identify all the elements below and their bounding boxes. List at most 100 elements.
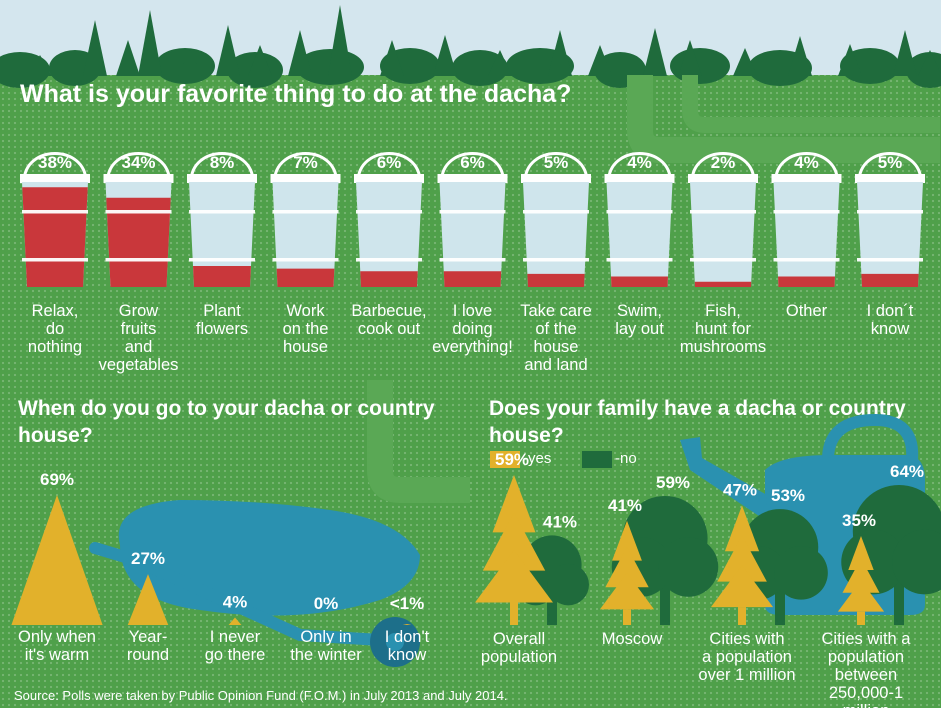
- tree-yes-3: 47%: [710, 481, 774, 625]
- bucket-fill-bar: [360, 271, 418, 287]
- tree-yes-value-label: 35%: [842, 511, 876, 530]
- triangle-value-label: 4%: [223, 592, 248, 611]
- tree-no-value-label: 64%: [890, 462, 924, 481]
- bucket-band: [22, 258, 88, 262]
- source-note: Source: Polls were taken by Public Opini…: [14, 688, 508, 703]
- bucket-5: 6%: [354, 152, 424, 287]
- bucket-rim: [354, 174, 424, 183]
- tree-yes-value-label: 47%: [723, 481, 757, 500]
- bucket-value-label: 4%: [627, 153, 652, 172]
- bucket-rim: [103, 174, 174, 183]
- watering-can-handle: [822, 413, 919, 461]
- bucket-7: 5%: [521, 152, 591, 287]
- triangle-group-1: 69%: [11, 470, 103, 625]
- triangle-group-2: 27%: [127, 549, 169, 625]
- tree-trunk: [857, 611, 865, 625]
- legend-swatch-yes: [490, 450, 520, 468]
- bucket-handle: [356, 152, 422, 183]
- frequency-category-label: Only in the winter: [290, 628, 362, 664]
- bucket-handle: [523, 152, 589, 183]
- tree-tier: [599, 572, 655, 610]
- tree-no-value-label: 41%: [543, 512, 577, 531]
- ownership-category-label: Cities with a population between 250,000-1 …: [821, 630, 911, 708]
- bucket-category-label: I don´t know: [866, 302, 914, 338]
- tree-crown: [547, 563, 589, 606]
- bucket-handle: [774, 152, 839, 183]
- bucket-value-label: 6%: [460, 153, 485, 172]
- bucket-handle: [273, 152, 338, 183]
- bucket-value-label: 38%: [38, 153, 72, 172]
- tree-yes-4: 35%: [837, 511, 885, 625]
- bucket-11: 5%: [855, 152, 925, 287]
- bucket-fill-bar: [778, 276, 835, 287]
- bucket-rim: [688, 174, 758, 183]
- legend-label-no: -no: [615, 450, 637, 467]
- bucket-value-label: 5%: [878, 153, 903, 172]
- triangle-value-label: 0%: [314, 594, 339, 613]
- watering-can-spout: [680, 437, 767, 520]
- legend-item-yes: -yes: [490, 450, 551, 468]
- bucket-4: 7%: [270, 152, 341, 287]
- bucket-1: 38%: [20, 152, 90, 287]
- bucket-category-label: I love doing everything!: [432, 302, 513, 356]
- bucket-band: [606, 258, 673, 262]
- bucket-2: 34%: [103, 152, 174, 287]
- bucket-rim: [270, 174, 341, 183]
- triangle-bar: [228, 617, 242, 625]
- frequency-category-label: Only when it's warm: [18, 628, 96, 664]
- frequency-category-label: I never go there: [204, 628, 266, 664]
- tree-trunk: [660, 579, 670, 625]
- triangle-value-label: 27%: [131, 549, 165, 568]
- bucket-rim: [521, 174, 591, 183]
- tree-yes-value-label: 59%: [495, 450, 529, 469]
- tree-yes-1: 59%: [475, 450, 553, 625]
- tree-tier: [475, 550, 553, 603]
- bucket-10: 4%: [771, 152, 842, 287]
- ownership-category-label: Moscow: [601, 630, 663, 648]
- bucket-band: [439, 210, 506, 214]
- tree-tier: [837, 580, 885, 612]
- tree-tier: [492, 475, 536, 533]
- bucket-value-label: 34%: [121, 153, 155, 172]
- bucket-fill-bar: [861, 273, 919, 287]
- bucket-9: 2%: [688, 152, 758, 287]
- bucket-band: [189, 258, 255, 262]
- bucket-category-label: Other: [785, 302, 828, 320]
- bucket-category-label: Take care of the house and land: [520, 302, 592, 374]
- triangle-value-label: 69%: [40, 470, 74, 489]
- bucket-rim: [771, 174, 842, 183]
- tree-no-3: 53%: [732, 486, 828, 625]
- bucket-band: [356, 258, 422, 262]
- bucket-3: 8%: [187, 152, 257, 287]
- bucket-fill-bar: [694, 281, 752, 287]
- bucket-band: [22, 210, 88, 214]
- chart-title-frequency: When do you go to your dacha or country …: [18, 397, 435, 447]
- bucket-band: [272, 258, 339, 262]
- bucket-fill-bar: [276, 268, 335, 287]
- treeline-decoration: [0, 5, 941, 88]
- tree-tier: [842, 558, 880, 593]
- tree-tier: [724, 505, 760, 552]
- tree-crown: [774, 546, 828, 600]
- triangle-bar: [11, 495, 103, 625]
- bucket-band: [857, 210, 923, 214]
- tree-no-value-label: 53%: [771, 486, 805, 505]
- bucket-band: [105, 258, 172, 262]
- bucket-value-label: 2%: [711, 153, 736, 172]
- bucket-value-label: 6%: [377, 153, 402, 172]
- wheelbarrow-hub: [386, 633, 404, 651]
- bucket-6: 6%: [437, 152, 508, 287]
- tree-tier: [848, 536, 874, 571]
- legend-item-no: -no: [582, 450, 637, 468]
- bucket-band: [606, 210, 673, 214]
- tree-yes-value-label: 41%: [608, 496, 642, 515]
- tree-trunk: [894, 576, 904, 625]
- bucket-band: [272, 210, 339, 214]
- bucket-band: [356, 210, 422, 214]
- triangle-group-3: 4%: [223, 592, 248, 625]
- bucket-handle: [106, 152, 171, 183]
- ownership-category-label: Overall population: [480, 630, 558, 666]
- bucket-band: [690, 258, 756, 262]
